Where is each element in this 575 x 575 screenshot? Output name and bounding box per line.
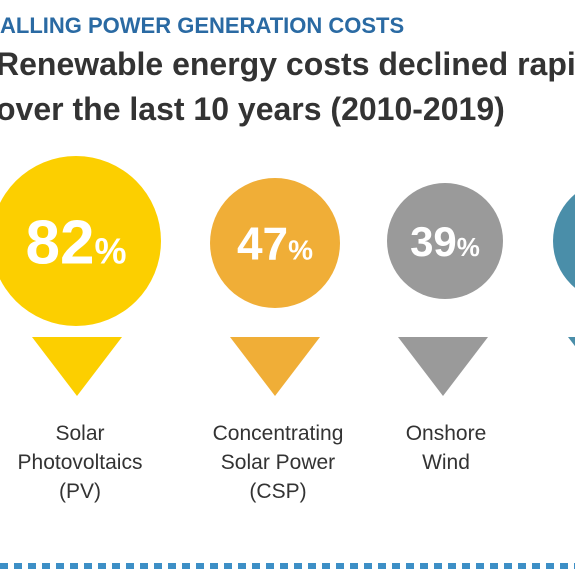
percent-circle <box>210 178 340 308</box>
percent-number: 47 <box>237 218 288 270</box>
item-label: (CSP) <box>249 480 306 503</box>
title-line: Renewable energy costs declined rapi <box>0 46 575 82</box>
item-label: Solar <box>55 422 104 445</box>
percent-circle <box>553 194 575 288</box>
pointer-triangle <box>230 337 320 396</box>
pointer-triangle <box>32 337 122 396</box>
percent-unit: % <box>94 230 126 271</box>
item-label: Solar Power <box>221 451 335 474</box>
percent-value: 82% <box>26 208 127 277</box>
item-label: Photovoltaics <box>18 451 143 474</box>
pointer-triangle <box>398 337 488 396</box>
percent-value: 39% <box>410 218 480 265</box>
percent-number: 39 <box>410 218 457 265</box>
percent-circle <box>0 156 161 326</box>
title-line: over the last 10 years (2010-2019) <box>0 91 505 127</box>
percent-value: 47% <box>237 218 313 270</box>
kicker: ALLING POWER GENERATION COSTS <box>0 13 404 38</box>
item-label: Onshore <box>406 422 487 445</box>
item-label: (PV) <box>59 480 101 503</box>
percent-unit: % <box>288 235 313 266</box>
percent-unit: % <box>457 232 480 262</box>
percent-circle <box>387 183 503 299</box>
pointer-triangle <box>568 337 575 347</box>
item-label: Wind <box>422 451 470 474</box>
percent-number: 82 <box>26 208 95 277</box>
item-label: Concentrating <box>213 422 344 445</box>
